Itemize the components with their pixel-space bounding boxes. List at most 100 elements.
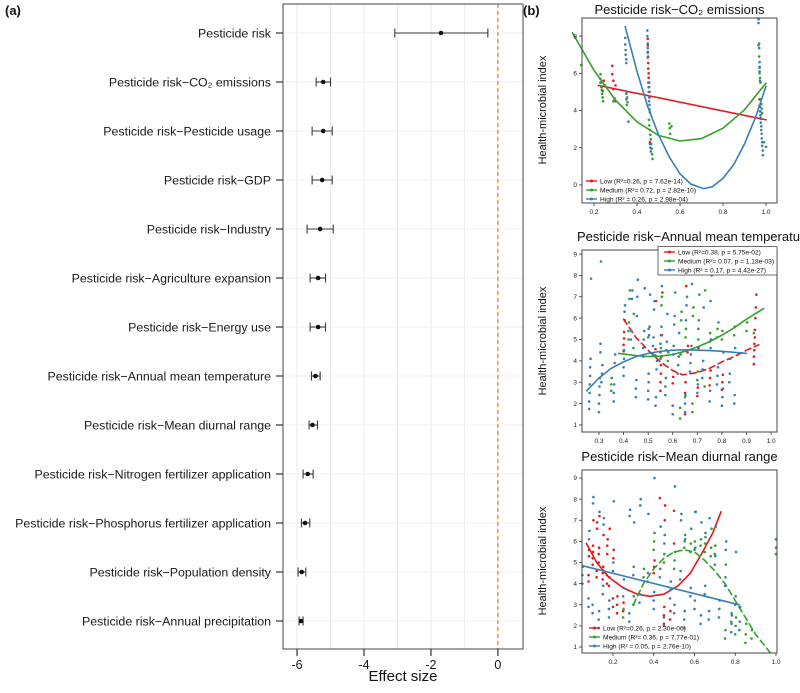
data-point <box>680 512 683 516</box>
data-point <box>689 586 693 590</box>
data-point <box>587 605 590 609</box>
scatter-chart: 0.2 0.4 0.6 0.8 1.0 0 2 4 6 8 Low (R²=0.26, p = 7.… <box>571 17 778 216</box>
estimate-point <box>302 520 308 526</box>
data-point <box>622 330 626 334</box>
forest-row: Pesticide risk−Agriculture expansion <box>72 271 327 285</box>
forest-row: Pesticide risk−Nitrogen fertilizer appli… <box>34 467 314 481</box>
data-point <box>699 544 702 547</box>
series-medium <box>609 289 765 420</box>
series-low <box>597 37 767 144</box>
data-point <box>761 149 765 152</box>
data-point <box>600 380 603 384</box>
data-point <box>671 381 675 385</box>
data-point <box>612 556 615 560</box>
data-point <box>716 374 719 378</box>
legend-item-high: High (R² = 0.26, p = 2.98e-04) <box>586 196 688 203</box>
data-point <box>605 582 609 585</box>
data-point <box>708 516 711 520</box>
data-point <box>758 65 761 69</box>
data-point <box>659 363 663 367</box>
series-medium <box>621 510 778 654</box>
data-point <box>685 304 688 307</box>
data-point <box>652 336 655 339</box>
data-point <box>651 344 655 348</box>
y-tick-label: 2 <box>573 145 577 152</box>
scatter-plots: 0.2 0.4 0.6 0.8 1.0 0 2 4 6 8 Low (R²=0.26, p = 7.… <box>571 17 781 666</box>
data-point <box>733 393 737 397</box>
data-point <box>744 633 748 636</box>
data-point <box>679 518 683 522</box>
data-point <box>693 607 696 611</box>
data-point <box>721 329 724 333</box>
data-point <box>679 318 683 322</box>
data-point <box>729 620 733 623</box>
fit-curve-medium <box>571 32 767 142</box>
data-point <box>753 342 756 346</box>
x-tick-label: 0.7 <box>693 438 702 445</box>
data-point <box>754 316 757 320</box>
legend: Low (R²=0.26, p = 7.62e-14) Medium (R²= 0… <box>586 178 696 203</box>
estimate-point <box>298 618 304 624</box>
data-point <box>708 389 712 393</box>
data-point <box>638 592 642 596</box>
data-point <box>587 537 591 541</box>
x-tick-label: 0 <box>494 658 501 672</box>
data-point <box>730 611 733 615</box>
data-point <box>730 622 733 626</box>
data-point <box>709 546 713 550</box>
forest-row: Pesticide risk−CO₂ emissions <box>109 75 332 89</box>
data-point <box>611 605 615 609</box>
y-tick-label: 1 <box>573 422 577 429</box>
data-point <box>621 616 625 619</box>
data-point <box>707 618 711 621</box>
data-point <box>601 584 605 588</box>
data-point <box>697 338 700 341</box>
y-tick-label: 1 <box>573 644 577 651</box>
data-point <box>627 120 630 123</box>
legend-label: Low (R²=0.26, p = 7.62e-14) <box>600 178 683 185</box>
data-point <box>686 344 690 348</box>
data-point <box>733 633 737 636</box>
data-point <box>720 338 724 341</box>
data-point <box>597 546 601 550</box>
data-point <box>647 71 650 75</box>
data-point <box>689 595 692 598</box>
data-point <box>624 58 628 61</box>
data-point <box>646 55 650 58</box>
data-point <box>709 369 712 372</box>
legend-marker <box>668 250 671 254</box>
data-point <box>659 525 662 528</box>
data-point <box>678 578 682 581</box>
data-point <box>699 622 702 626</box>
data-point <box>651 157 654 161</box>
data-point <box>708 376 712 380</box>
forest-row: Pesticide risk−Annual precipitation <box>82 614 304 628</box>
x-tick-label: 0.5 <box>644 438 653 445</box>
data-point <box>692 306 695 309</box>
data-point <box>721 395 724 399</box>
forest-row: Pesticide risk−Pesticide usage <box>103 124 333 138</box>
data-point <box>654 347 657 351</box>
legend-marker <box>590 197 593 201</box>
data-point <box>754 306 758 309</box>
data-point <box>608 527 612 531</box>
data-point <box>666 359 670 363</box>
legend-label: High (R² = 0.17, p = 4.42e-27) <box>678 267 766 274</box>
data-point <box>658 575 662 579</box>
data-point <box>752 362 756 366</box>
data-point <box>628 514 631 518</box>
data-point <box>654 395 658 399</box>
data-point <box>672 567 676 571</box>
data-point <box>690 282 694 286</box>
y-tick-label: 4 <box>573 581 577 588</box>
chart-title-co2: Pesticide risk−CO₂ emissions <box>594 2 765 17</box>
data-point <box>703 542 707 545</box>
data-point <box>704 531 707 535</box>
data-point <box>759 117 763 121</box>
plot-frame <box>581 249 778 433</box>
data-point <box>664 376 668 380</box>
data-point <box>686 351 689 354</box>
data-point <box>591 502 595 505</box>
data-point <box>628 297 631 301</box>
data-point <box>689 542 693 545</box>
